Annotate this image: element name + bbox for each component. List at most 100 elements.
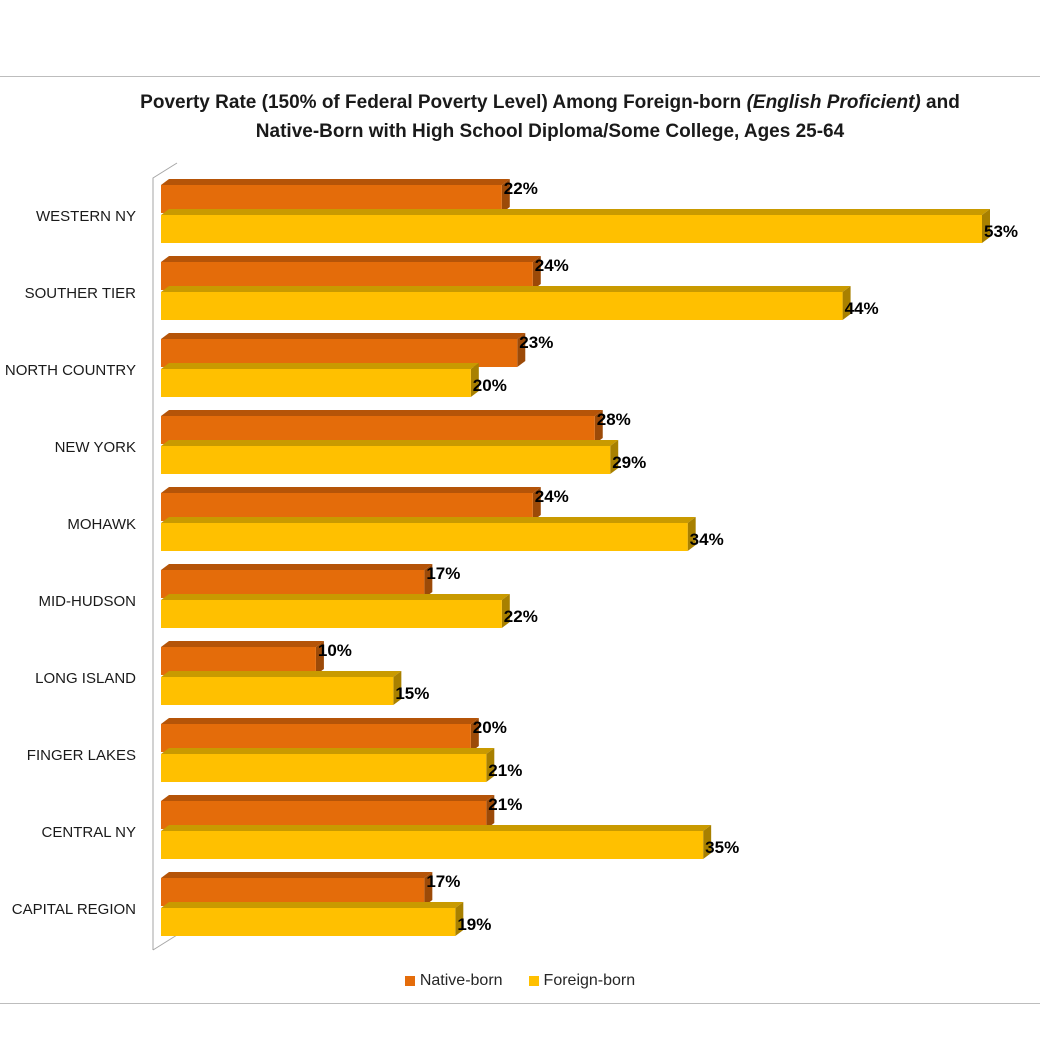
chart-frame-bottom-border xyxy=(0,1003,1040,1004)
bar-top-face-native-born xyxy=(161,487,541,493)
bar-top-face-foreign-born xyxy=(161,517,696,523)
chart-title-part-3: and xyxy=(920,92,960,113)
chart-title-part-1: Poverty Rate (150% of Federal Poverty Le… xyxy=(140,92,747,113)
bar-top-face-native-born xyxy=(161,795,495,801)
data-label-native-born: 23% xyxy=(519,333,553,352)
bar-top-face-native-born xyxy=(161,333,526,339)
data-label-native-born: 24% xyxy=(535,487,569,506)
bar-top-face-native-born xyxy=(161,256,541,262)
bar-native-born xyxy=(161,647,316,675)
bar-foreign-born xyxy=(161,600,502,628)
bar-side-face-native-born xyxy=(501,179,510,213)
bar-side-face-foreign-born xyxy=(393,671,402,705)
chart-axis-layer xyxy=(152,162,178,951)
data-label-foreign-born: 20% xyxy=(473,376,507,395)
bar-native-born xyxy=(161,339,518,367)
bar-foreign-born xyxy=(161,215,982,243)
bar-top-face-foreign-born xyxy=(161,748,495,754)
bar-foreign-born xyxy=(161,292,843,320)
category-label: CAPITAL REGION xyxy=(12,901,136,918)
bar-side-face-native-born xyxy=(532,487,541,521)
data-label-native-born: 24% xyxy=(535,256,569,275)
category-label: NEW YORK xyxy=(55,439,136,456)
bar-side-face-foreign-born xyxy=(486,748,495,782)
data-label-native-born: 22% xyxy=(504,179,538,198)
data-label-foreign-born: 29% xyxy=(612,453,646,472)
bar-native-born xyxy=(161,801,487,829)
bar-native-born xyxy=(161,262,533,290)
category-label: FINGER LAKES xyxy=(27,747,136,764)
y-axis-wall-line xyxy=(152,162,178,950)
bar-native-born xyxy=(161,185,502,213)
bar-side-face-native-born xyxy=(532,256,541,290)
legend-item-native-born: Native-born xyxy=(404,972,503,990)
data-label-foreign-born: 34% xyxy=(690,530,724,549)
legend-swatch-foreign-born xyxy=(528,976,539,986)
bar-top-face-foreign-born xyxy=(161,594,510,600)
data-label-native-born: 21% xyxy=(488,795,522,814)
bar-foreign-born xyxy=(161,754,487,782)
bar-top-face-foreign-born xyxy=(161,286,851,292)
bar-side-face-foreign-born xyxy=(610,440,619,474)
bar-foreign-born xyxy=(161,677,394,705)
data-label-native-born: 17% xyxy=(426,872,460,891)
category-label: CENTRAL NY xyxy=(42,824,136,841)
data-label-native-born: 20% xyxy=(473,718,507,737)
bar-top-face-foreign-born xyxy=(161,363,479,369)
y-axis-base-line xyxy=(152,934,178,951)
chart-frame-top-border xyxy=(0,76,1040,77)
bar-native-born xyxy=(161,493,533,521)
bar-native-born xyxy=(161,416,595,444)
bar-top-face-foreign-born xyxy=(161,902,464,908)
legend-swatch-native-born xyxy=(404,976,415,986)
legend-label-foreign-born: Foreign-born xyxy=(543,972,636,989)
bar-top-face-foreign-born xyxy=(161,671,402,677)
legend-item-foreign-born: Foreign-born xyxy=(528,972,636,990)
bar-top-face-native-born xyxy=(161,872,433,878)
legend-label-native-born: Native-born xyxy=(419,972,503,989)
bar-side-face-foreign-born xyxy=(455,902,464,936)
bar-side-face-native-born xyxy=(424,872,433,906)
bar-foreign-born xyxy=(161,446,611,474)
bar-top-face-foreign-born xyxy=(161,440,619,446)
bar-foreign-born xyxy=(161,831,704,859)
bar-side-face-native-born xyxy=(517,333,526,367)
bar-top-face-foreign-born xyxy=(161,209,990,215)
category-label: LONG ISLAND xyxy=(35,670,136,687)
bar-side-face-foreign-born xyxy=(982,209,990,243)
data-label-native-born: 10% xyxy=(318,641,352,660)
data-label-foreign-born: 22% xyxy=(504,607,538,626)
bar-top-face-native-born xyxy=(161,564,433,570)
bar-side-face-native-born xyxy=(594,410,603,444)
bar-side-face-foreign-born xyxy=(687,517,696,551)
data-label-foreign-born: 35% xyxy=(705,838,739,857)
chart-bars-layer xyxy=(161,179,990,936)
chart-title-line-2: Native-Born with High School Diploma/Som… xyxy=(255,121,845,142)
bar-foreign-born xyxy=(161,908,456,936)
bar-side-face-foreign-born xyxy=(501,594,510,628)
data-label-foreign-born: 53% xyxy=(984,222,1018,241)
bar-side-face-foreign-born xyxy=(703,825,712,859)
bar-top-face-native-born xyxy=(161,641,324,647)
category-label: MID-HUDSON xyxy=(39,593,137,610)
category-label: WESTERN NY xyxy=(36,208,136,225)
bar-side-face-native-born xyxy=(315,641,324,675)
bar-side-face-foreign-born xyxy=(470,363,479,397)
chart-legend: Native-born Foreign-born xyxy=(0,972,1040,990)
chart-labels-layer: WESTERN NY 22% 53% SOUTHER TIER 24% 44% NORTH … xyxy=(5,179,1018,934)
category-label: MOHAWK xyxy=(67,516,136,533)
bar-side-face-native-born xyxy=(470,718,479,752)
bar-native-born xyxy=(161,724,471,752)
bar-side-face-native-born xyxy=(486,795,495,829)
bar-side-face-native-born xyxy=(424,564,433,598)
data-label-native-born: 28% xyxy=(597,410,631,429)
bar-native-born xyxy=(161,570,425,598)
bar-foreign-born xyxy=(161,523,688,551)
data-label-foreign-born: 44% xyxy=(845,299,879,318)
data-label-foreign-born: 19% xyxy=(457,915,491,934)
bar-top-face-native-born xyxy=(161,410,603,416)
chart-title-emphasis: (English Proficient) xyxy=(746,92,921,113)
category-label: SOUTHER TIER xyxy=(25,285,137,302)
data-label-native-born: 17% xyxy=(426,564,460,583)
